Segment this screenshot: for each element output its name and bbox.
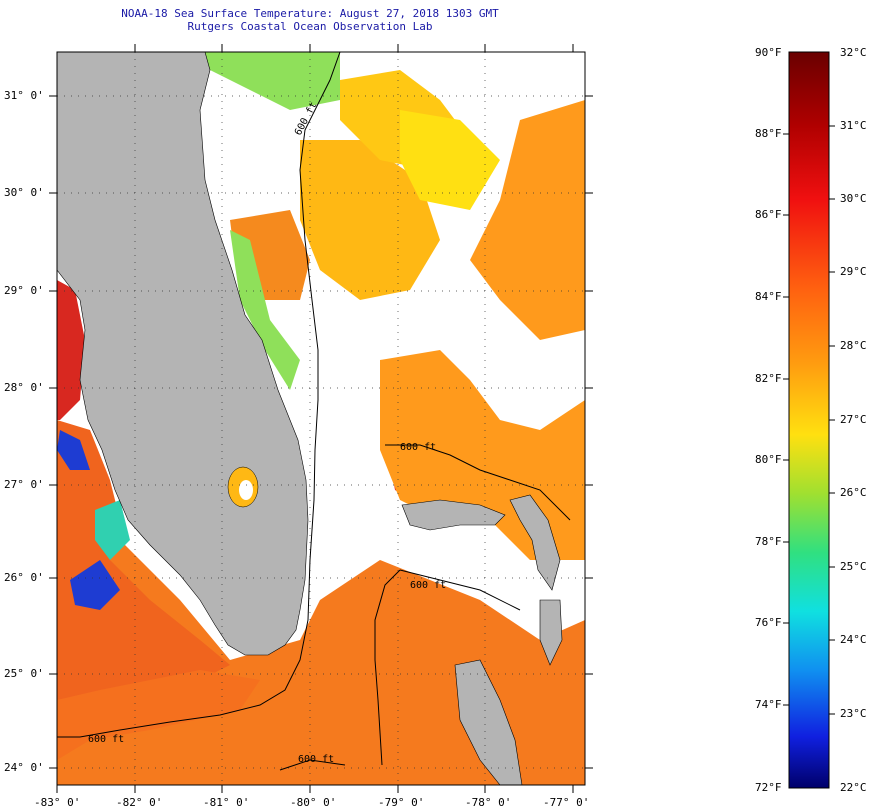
eleuthera [539, 599, 563, 666]
cbar-c-28: 28°C [840, 339, 867, 352]
lon-label-83w: -83° 0' [34, 796, 81, 809]
contour-label-5: 600 ft [298, 754, 334, 765]
lat-label-28n: 28° 0' [4, 381, 44, 394]
sst-northwest-yellow [400, 110, 500, 210]
lon-label-82w: -82° 0' [116, 796, 163, 809]
map-title: NOAA-18 Sea Surface Temperature: August … [121, 7, 499, 20]
sst-southwest-shelf [57, 420, 230, 720]
cbar-f-86: 86°F [755, 208, 782, 221]
map-subtitle: Rutgers Coastal Ocean Observation Lab [187, 20, 433, 33]
cbar-f-72: 72°F [755, 781, 782, 794]
lat-label-31n: 31° 0' [4, 89, 44, 102]
abaco [509, 494, 561, 591]
sst-keys-warm [57, 670, 260, 760]
contour-label-2: 600 ft [400, 442, 436, 453]
axis-ticks [49, 44, 593, 793]
cbar-f-76: 76°F [755, 616, 782, 629]
cbar-c-24: 24°C [840, 633, 867, 646]
andros [454, 659, 523, 785]
cbar-c-30: 30°C [840, 192, 867, 205]
cbar-f-80: 80°F [755, 453, 782, 466]
sst-gulf-blue-2 [70, 560, 120, 610]
sst-south-warm [57, 540, 585, 785]
grand-bahama [401, 499, 506, 531]
contour-600ft-bahamas-north [385, 444, 571, 521]
sst-northeast-orange [470, 100, 585, 340]
lat-label-29n: 29° 0' [4, 284, 44, 297]
map-frame [56, 51, 586, 786]
cbar-c-26: 26°C [840, 486, 867, 499]
lake-okeechobee-center [239, 480, 253, 500]
contour-600ft-south [279, 759, 346, 771]
cbar-f-90: 90°F [755, 46, 782, 59]
sst-gulf-blue-1 [57, 430, 90, 470]
sst-coast-green [230, 230, 300, 390]
sst-central-yellow [300, 140, 440, 300]
sst-gulf-red [57, 280, 85, 420]
cbar-c-22: 22°C [840, 781, 867, 794]
lon-label-79w: -79° 0' [378, 796, 425, 809]
colorbar-ticks [783, 125, 835, 715]
contour-label-3: 600 ft [410, 580, 446, 591]
cbar-f-84: 84°F [755, 290, 782, 303]
lon-label-78w: -78° 0' [465, 796, 512, 809]
cbar-c-31: 31°C [840, 119, 867, 132]
depth-contours [57, 52, 571, 771]
contour-600ft-bahamas-south [374, 569, 401, 766]
lon-label-81w: -81° 0' [203, 796, 250, 809]
contour-600ft-tongue [399, 569, 521, 611]
cbar-c-29: 29°C [840, 265, 867, 278]
lon-label-77w: -77° 0' [543, 796, 590, 809]
contour-600ft-florida [57, 52, 341, 738]
lat-label-27n: 27° 0' [4, 478, 44, 491]
sst-north-green [205, 52, 340, 110]
cbar-c-25: 25°C [840, 560, 867, 573]
lon-label-80w: -80° 0' [290, 796, 337, 809]
lat-label-25n: 25° 0' [4, 667, 44, 680]
lat-label-24n: 24° 0' [4, 761, 44, 774]
cbar-c-32: 32°C [840, 46, 867, 59]
colorbar [788, 51, 830, 789]
lat-label-26n: 26° 0' [4, 571, 44, 584]
contour-label-4: 600 ft [88, 734, 124, 745]
cbar-f-82: 82°F [755, 372, 782, 385]
cbar-f-78: 78°F [755, 535, 782, 548]
sst-gulf-cyan [95, 500, 130, 560]
cbar-c-23: 23°C [840, 707, 867, 720]
cbar-c-27: 27°C [840, 413, 867, 426]
lat-label-30n: 30° 0' [4, 186, 44, 199]
cbar-f-88: 88°F [755, 127, 782, 140]
cbar-f-74: 74°F [755, 698, 782, 711]
